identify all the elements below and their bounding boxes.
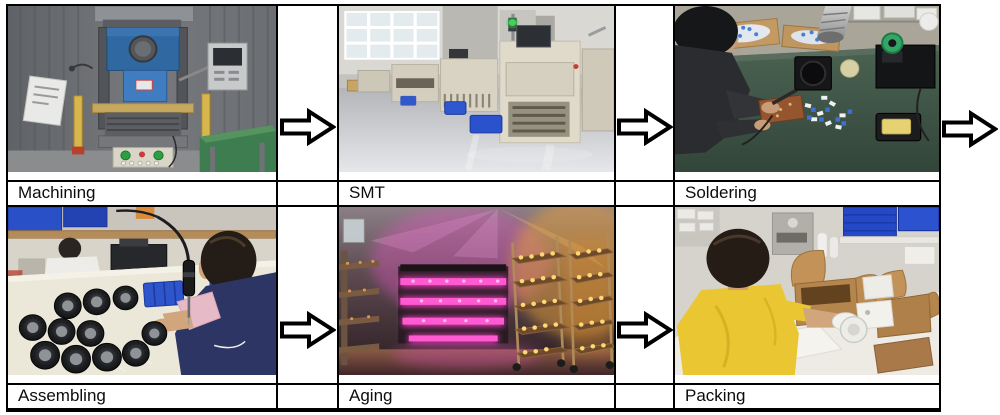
smt-photo-illustration (339, 6, 614, 172)
arrow-cell (614, 205, 675, 385)
packing-photo-cell (673, 205, 941, 385)
soldering-photo (675, 6, 939, 172)
right-block-arrow-icon (280, 108, 336, 146)
machining-photo (8, 6, 276, 172)
empty-cell (614, 383, 675, 412)
right-block-arrow-icon (280, 311, 336, 349)
right-block-arrow-icon (617, 311, 673, 349)
empty-cell (276, 180, 339, 207)
packing-photo (675, 207, 939, 375)
packing-label: Packing (673, 383, 941, 412)
arrow-cell (276, 4, 339, 182)
assembling-photo-illustration (8, 207, 276, 375)
assembling-photo-cell (6, 205, 278, 385)
aging-photo (339, 207, 614, 375)
right-block-arrow-icon (617, 108, 673, 146)
assembling-photo (8, 207, 276, 375)
machining-label: Machining (6, 180, 278, 207)
smt-photo (339, 6, 614, 172)
aging-photo-illustration (339, 207, 614, 375)
packing-photo-illustration (675, 207, 939, 375)
soldering-label: Soldering (673, 180, 941, 207)
soldering-photo-cell (673, 4, 941, 182)
aging-photo-cell (337, 205, 616, 385)
soldering-photo-illustration (675, 6, 939, 172)
smt-photo-cell (337, 4, 616, 182)
machining-photo-illustration (8, 6, 276, 172)
empty-cell (276, 383, 339, 412)
right-block-arrow-icon (942, 109, 999, 149)
smt-label: SMT (337, 180, 616, 207)
flow-continuation-arrow (941, 109, 999, 153)
machining-photo-cell (6, 4, 278, 182)
assembling-label: Assembling (6, 383, 278, 412)
aging-label: Aging (337, 383, 616, 412)
process-flow-table: Machining SMT Soldering (6, 4, 941, 412)
arrow-cell (614, 4, 675, 182)
empty-cell (614, 180, 675, 207)
arrow-cell (276, 205, 339, 385)
